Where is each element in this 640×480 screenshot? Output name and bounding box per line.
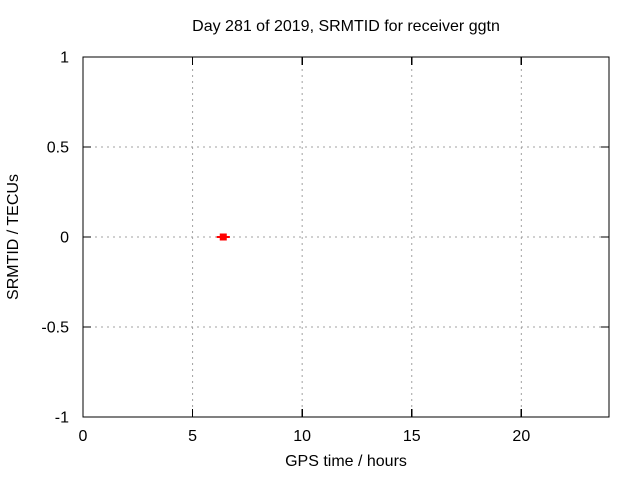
x-tick-label: 20	[512, 428, 530, 445]
x-tick-label: 10	[293, 428, 311, 445]
x-tick-label: 0	[79, 428, 88, 445]
y-tick-label: 0	[60, 230, 69, 247]
x-tick-label: 5	[188, 428, 197, 445]
y-tick-label: 0.5	[47, 140, 69, 157]
data-point-marker	[219, 233, 227, 241]
y-tick-label: 1	[60, 50, 69, 67]
x-axis-title: GPS time / hours	[285, 453, 407, 470]
y-tick-label: -0.5	[41, 320, 69, 337]
x-tick-label: 15	[403, 428, 421, 445]
chart-title: Day 281 of 2019, SRMTID for receiver ggt…	[192, 18, 500, 35]
y-tick-label: -1	[55, 410, 69, 427]
